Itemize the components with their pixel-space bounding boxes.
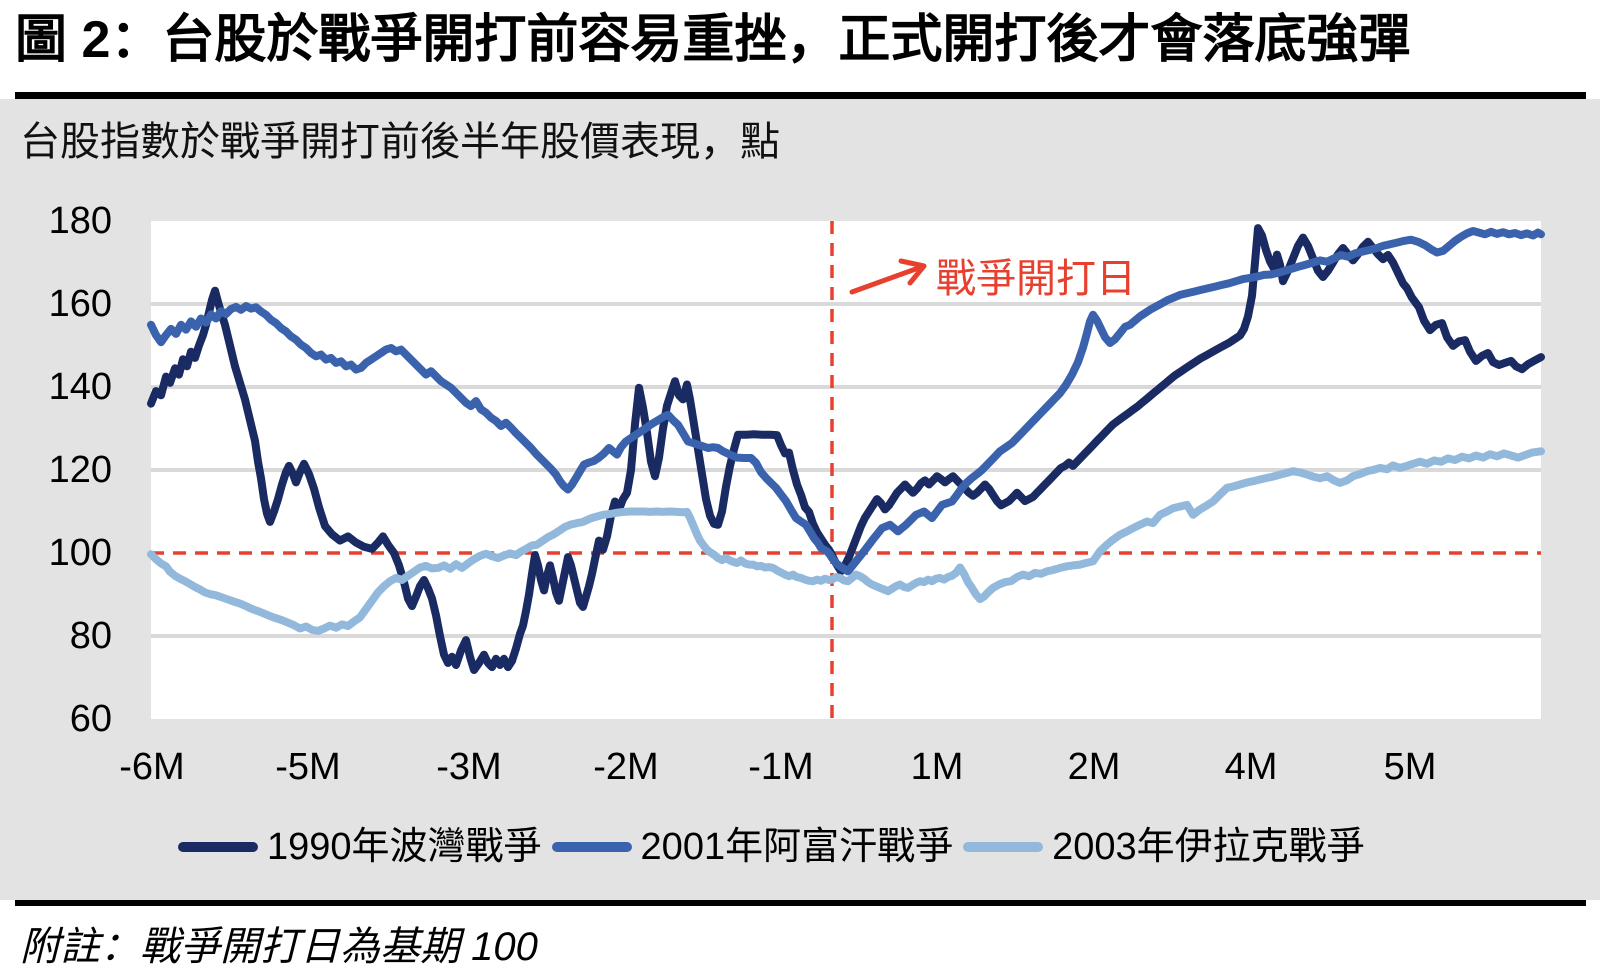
- war-start-annotation: 戰爭開打日: [936, 257, 1136, 301]
- legend-label: 2003年伊拉克戰爭: [1052, 826, 1365, 868]
- series-line-1990年波灣戰爭: [147, 224, 1545, 674]
- legend-item-2003年伊拉克戰爭: 2003年伊拉克戰爭: [963, 824, 1365, 870]
- legend-item-1990年波灣戰爭: 1990年波灣戰爭: [178, 824, 542, 870]
- x-tick-4M: 4M: [1224, 746, 1278, 788]
- legend-swatch-icon: [963, 842, 1044, 852]
- chart-subtitle: 台股指數於戰爭開打前後半年股價表現，點: [20, 120, 780, 164]
- x-tick--1M: -1M: [748, 746, 814, 788]
- series-line-2001年阿富汗戰爭: [147, 227, 1545, 576]
- x-tick--6M: -6M: [119, 746, 185, 788]
- figure-title: 圖 2：台股於戰爭開打前容易重挫，正式開打後才會落底強彈: [15, 11, 1411, 69]
- chart-panel: 台股指數於戰爭開打前後半年股價表現，點 180 160 140 120 100 80 60 …: [0, 99, 1600, 900]
- legend-item-2001年阿富汗戰爭: 2001年阿富汗戰爭: [551, 824, 954, 870]
- chart-footnote: 附註：戰爭開打日為基期 100: [20, 925, 538, 969]
- bottom-divider-rule: [15, 900, 1586, 906]
- y-tick-120: 120: [48, 449, 112, 491]
- x-tick--3M: -3M: [436, 746, 502, 788]
- legend-swatch-icon: [178, 842, 258, 852]
- x-tick-2M: 2M: [1067, 746, 1121, 788]
- y-tick-140: 140: [48, 366, 112, 408]
- y-tick-180: 180: [48, 200, 112, 242]
- y-tick-60: 60: [69, 698, 112, 740]
- legend-label: 1990年波灣戰爭: [267, 826, 542, 868]
- chart-legend: 1990年波灣戰爭 2001年阿富汗戰爭 2003年伊拉克戰爭: [178, 824, 1375, 870]
- series-line-2003年伊拉克戰爭: [147, 447, 1545, 635]
- y-tick-100: 100: [48, 532, 112, 574]
- y-tick-160: 160: [48, 283, 112, 325]
- chart-svg: [147, 221, 1545, 719]
- legend-label: 2001年阿富汗戰爭: [640, 826, 954, 868]
- annotation-arrow-icon: [849, 258, 927, 295]
- y-tick-80: 80: [69, 615, 112, 657]
- top-divider-rule: [15, 92, 1586, 99]
- x-tick-1M: 1M: [910, 746, 964, 788]
- x-tick-5M: 5M: [1383, 746, 1437, 788]
- legend-swatch-icon: [551, 842, 632, 852]
- x-tick--2M: -2M: [593, 746, 659, 788]
- x-tick--5M: -5M: [275, 746, 341, 788]
